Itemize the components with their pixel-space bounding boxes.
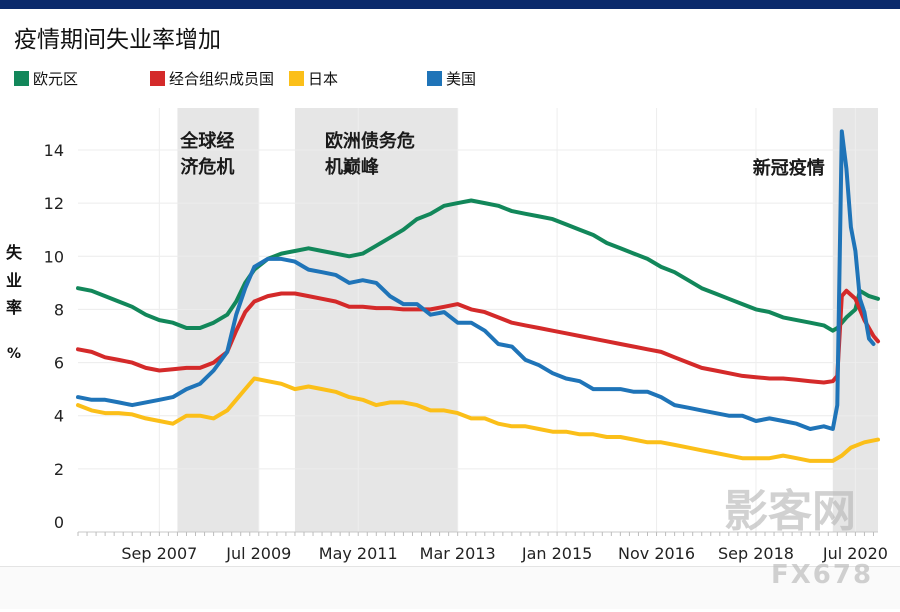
y-tick-label-10: 10 [44, 247, 64, 266]
legend-swatch-oecd [150, 71, 165, 86]
y-tick-label-2: 2 [54, 460, 64, 479]
legend-swatch-us [427, 71, 442, 86]
y-axis-label-char: 率 [6, 298, 22, 317]
series-line-3 [76, 376, 880, 463]
legend-swatch-japan [289, 71, 304, 86]
shaded-period-label-3: 新冠疫情 [753, 157, 825, 179]
shaded-period-2 [294, 108, 458, 532]
legend-label-japan: 日本 [308, 70, 339, 88]
legend-item-oecd: 经合组织成员国 [150, 68, 274, 89]
watermark-sub-text: FX678 [771, 560, 873, 590]
x-tick-label-1: Sep 2007 [121, 544, 197, 563]
chart-title: 疫情期间失业率增加 [14, 27, 221, 53]
x-tick-label-3: May 2011 [319, 544, 398, 563]
series-line-1 [76, 198, 880, 333]
legend-item-euro: 欧元区 [14, 68, 78, 89]
legend-swatch-euro [14, 71, 29, 86]
legend-item-japan: 日本 [289, 68, 338, 89]
chart-legend: 欧元区 经合组织成员国 日本 美国 [0, 68, 900, 90]
y-tick-label-8: 8 [54, 300, 64, 319]
y-axis-label-char: 业 [6, 271, 22, 290]
x-tick-label-4: Mar 2013 [420, 544, 496, 563]
series-line-4 [76, 129, 876, 431]
x-tick-label-2: Jul 2009 [225, 544, 291, 563]
shaded-period-label-1: 济危机 [180, 156, 234, 178]
y-axis-label-char: % [7, 346, 21, 362]
shaded-period-label-2: 机巅峰 [325, 156, 380, 178]
y-tick-label-4: 4 [54, 407, 64, 426]
x-tick-label-7: Sep 2018 [718, 544, 794, 563]
y-tick-label-0: 0 [54, 513, 64, 532]
y-axis-label-char: 失 [6, 243, 23, 262]
shaded-period-label-2: 欧洲债务危 [325, 130, 415, 152]
legend-item-us: 美国 [427, 68, 476, 89]
watermark-logo-text: 影客网 [724, 486, 856, 537]
y-tick-label-12: 12 [44, 194, 64, 213]
top-brand-bar [0, 0, 900, 9]
x-tick-label-6: Nov 2016 [618, 544, 695, 563]
x-tick-label-8: Jul 2020 [822, 544, 888, 563]
y-tick-label-14: 14 [44, 141, 64, 160]
y-tick-label-6: 6 [54, 354, 64, 373]
legend-label-us: 美国 [446, 70, 477, 88]
legend-label-euro: 欧元区 [33, 70, 79, 88]
x-tick-label-5: Jan 2015 [521, 544, 592, 563]
bottom-strip [0, 566, 900, 609]
shaded-period-label-1: 全球经 [179, 130, 234, 152]
legend-label-oecd: 经合组织成员国 [169, 70, 275, 88]
